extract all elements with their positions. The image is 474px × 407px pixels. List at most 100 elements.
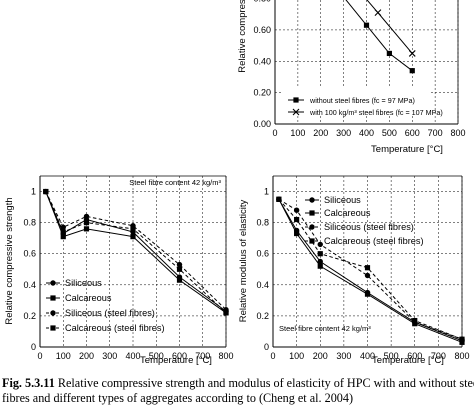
data-point	[176, 261, 183, 268]
legend-label: Calcareous	[324, 208, 371, 218]
data-point	[130, 226, 136, 232]
series-4	[43, 188, 229, 316]
y-tick-label: 0.6	[23, 249, 36, 259]
legend-label: without steel fibres (fc = 97 MPa)	[309, 96, 415, 105]
legend-item: Siliceous (steel fibres)	[305, 222, 414, 232]
legend-item: Siliceous (steel fibres)	[46, 308, 155, 318]
legend-label: Siliceous (steel fibres)	[324, 222, 414, 232]
legend-label: Siliceous (steel fibres)	[65, 308, 155, 318]
chart-annotation: Steel fibre content 42 kg/m³	[279, 324, 371, 333]
x-tick-label: 600	[405, 128, 420, 138]
y-tick-label: 0	[31, 342, 36, 352]
x-tick-label: 200	[313, 351, 328, 361]
legend-item: Calcareous (steel fibres)	[305, 236, 424, 246]
legend-marker	[50, 280, 56, 286]
data-point	[60, 224, 66, 230]
y-tick-label: 0.8	[23, 218, 36, 228]
y-tick-label: 0.2	[23, 311, 36, 321]
data-point	[83, 220, 90, 226]
chart-2: 0 100 200 300 400 500 600 700 800 0 0.2 0.4 0.6 0.8 1 T…	[4, 175, 234, 366]
series-line	[278, 199, 463, 343]
legend-marker	[292, 108, 300, 116]
x-tick-label: 200	[313, 128, 328, 138]
series-line	[45, 191, 227, 311]
x-tick-label: 100	[289, 351, 304, 361]
x-tick-label: 200	[79, 351, 94, 361]
data-point	[294, 230, 300, 237]
plot-area-1	[345, 0, 416, 74]
series-line	[278, 198, 463, 340]
data-point	[83, 213, 90, 220]
x-tick-label: 400	[360, 351, 375, 361]
legend-marker	[50, 310, 56, 316]
legend-item: Calcareous	[46, 293, 112, 303]
caption-line-2: fibres and different types of aggregates…	[2, 391, 354, 405]
data-point	[374, 9, 382, 17]
y-axis-label: Relative compressive strength	[4, 197, 15, 324]
caption-text-1: Relative compressive strength and modulu…	[57, 376, 474, 390]
data-point	[276, 196, 282, 202]
legend-label: Calcareous (steel fibres)	[65, 323, 165, 333]
data-point	[459, 336, 465, 342]
chart-3: 0 100 200 300 400 500 600 700 800 0 0.2 0.4 0.6 0.8 1 T…	[238, 175, 470, 366]
data-point	[223, 310, 229, 316]
legend-item: Calcareous (steel fibres)	[46, 323, 165, 333]
y-axis-label: Relative modulus of elasticity	[238, 200, 249, 323]
y-tick-label: 0.4	[23, 280, 36, 290]
x-tick-label: 600	[407, 351, 422, 361]
x-tick-label: 0	[270, 351, 275, 361]
data-point	[317, 258, 323, 265]
legend-marker	[309, 238, 315, 244]
y-tick-label: 0.4	[256, 280, 269, 290]
x-tick-label: 100	[290, 128, 305, 138]
x-tick-label: 500	[384, 351, 399, 361]
legend: Siliceous Calcareous Siliceous (steel fibr…	[305, 195, 424, 246]
legend-marker	[50, 295, 56, 301]
x-tick-label: 0	[37, 351, 42, 361]
y-tick-label: 0.2	[256, 311, 269, 321]
x-tick-label: 300	[336, 128, 351, 138]
x-tick-label: 300	[102, 351, 117, 361]
data-point	[412, 317, 418, 324]
figure-caption: Fig. 5.3.11 Relative compressive strengt…	[2, 376, 474, 406]
data-point	[317, 263, 323, 269]
series-1	[276, 196, 465, 344]
data-point	[364, 265, 371, 271]
data-point	[60, 229, 66, 235]
data-point	[176, 277, 183, 283]
series-2	[366, 0, 416, 57]
y-tick-label: 0.60	[253, 25, 271, 35]
caption-line-1: Fig. 5.3.11 Relative compressive strengt…	[2, 376, 474, 391]
series-3	[276, 196, 465, 342]
y-tick-label: 0.40	[253, 56, 271, 66]
legend-marker	[50, 325, 56, 331]
legend-item: Siliceous	[305, 195, 361, 205]
data-point	[293, 207, 300, 213]
x-tick-label: 300	[336, 351, 351, 361]
data-point	[83, 226, 90, 232]
series-line	[45, 191, 227, 314]
series-line	[278, 198, 463, 340]
chart-annotation: Steel fibre content 42 kg/m³	[129, 178, 221, 187]
x-tick-label: 800	[454, 351, 469, 361]
y-tick-label: 0.8	[256, 218, 269, 228]
series-4	[276, 196, 465, 342]
series-line	[366, 0, 413, 54]
data-point	[130, 234, 136, 240]
series-line	[45, 191, 227, 314]
series-1	[345, 0, 415, 74]
series-line	[278, 199, 463, 342]
y-tick-label: 1	[31, 187, 36, 197]
legend-item: Calcareous	[305, 208, 371, 218]
legend: Siliceous Calcareous Siliceous (steel fibr…	[46, 278, 165, 333]
data-point	[43, 188, 49, 195]
x-axis-label: Temperature [°C]	[140, 355, 212, 366]
legend-label: Siliceous	[65, 278, 102, 288]
x-tick-label: 500	[149, 351, 164, 361]
legend-label: Calcareous	[65, 293, 112, 303]
y-tick-label: 0.20	[253, 88, 271, 98]
x-axis-label: Temperature [°C]	[372, 355, 444, 366]
y-axis-label: Relative compres	[237, 0, 248, 73]
legend-label: Siliceous	[324, 195, 361, 205]
x-tick-label: 600	[172, 351, 187, 361]
